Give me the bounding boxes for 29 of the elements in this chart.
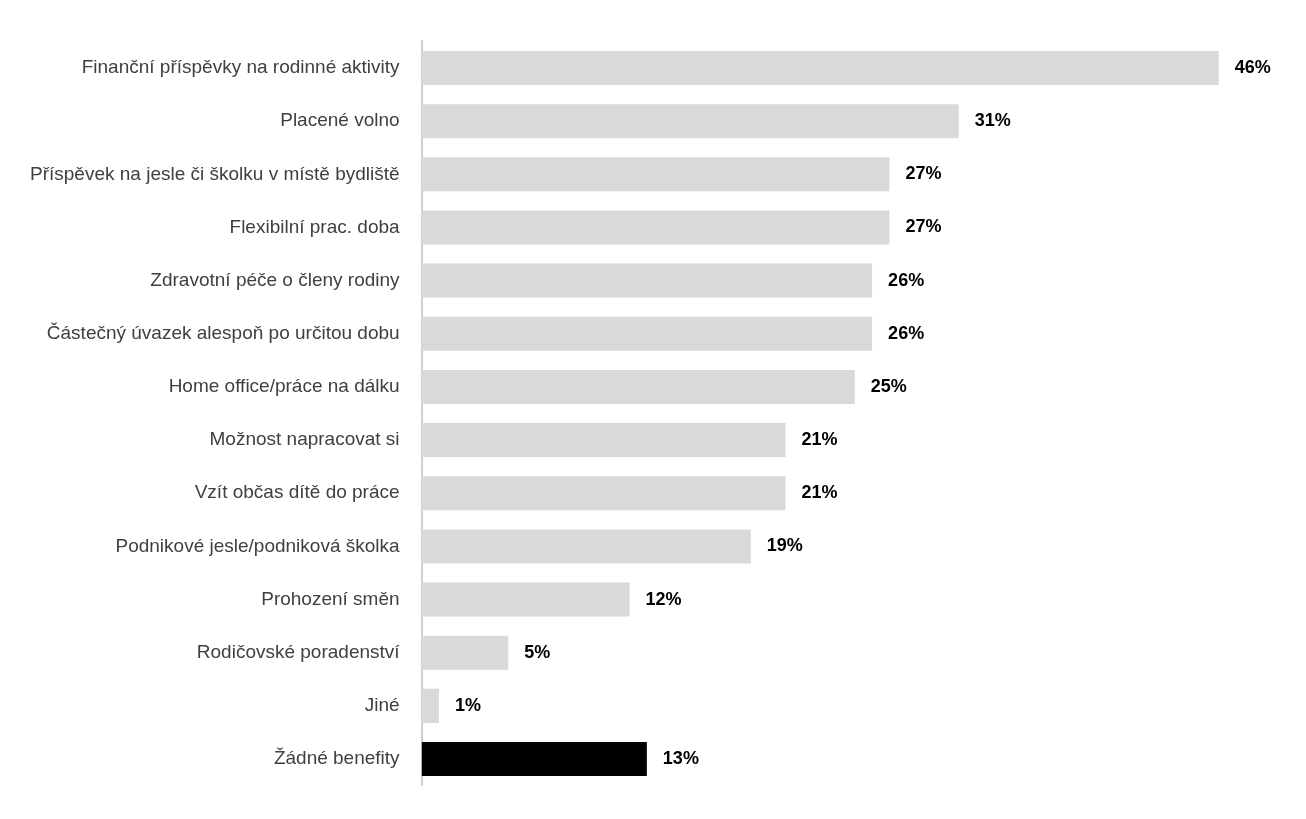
y-tick-label: Částečný úvazek alespoň po určitou dobu — [46, 322, 400, 343]
data-label: 27% — [905, 163, 942, 184]
data-label: 26% — [888, 269, 925, 290]
y-tick-label: Možnost napracovat si — [209, 428, 400, 450]
y-tick-label: Vzít občas dítě do práce — [194, 481, 400, 503]
data-label: 19% — [766, 535, 803, 556]
data-label: 46% — [1234, 56, 1271, 77]
data-label: 12% — [645, 588, 682, 609]
y-tick-label: Placené volno — [280, 109, 400, 131]
y-tick-label: Podnikové jesle/podniková školka — [115, 534, 401, 556]
data-label: 5% — [524, 641, 551, 662]
data-label: 27% — [905, 216, 942, 237]
y-tick-label: Příspěvek na jesle či školku v místě bydliště — [30, 162, 400, 184]
data-label: 21% — [801, 482, 838, 503]
bar — [421, 742, 647, 777]
y-tick-label: Zdravotní péče o členy rodiny — [150, 268, 401, 290]
y-tick-label: Flexibilní prac. doba — [229, 215, 401, 237]
data-label: 31% — [974, 110, 1011, 131]
y-tick-label: Prohození směn — [261, 587, 400, 609]
data-label: 13% — [662, 747, 699, 768]
data-label: 21% — [801, 429, 838, 450]
y-tick-label: Žádné benefity — [273, 747, 401, 769]
y-tick-label: Home office/práce na dálku — [168, 375, 400, 397]
data-label: 1% — [454, 694, 481, 715]
y-tick-label: Rodičovské poradenství — [196, 640, 401, 662]
data-label: 26% — [888, 322, 925, 343]
y-tick-label: Jiné — [364, 694, 400, 716]
data-label: 25% — [870, 375, 907, 396]
y-tick-label: Finanční příspěvky na rodinné aktivity — [81, 56, 401, 78]
